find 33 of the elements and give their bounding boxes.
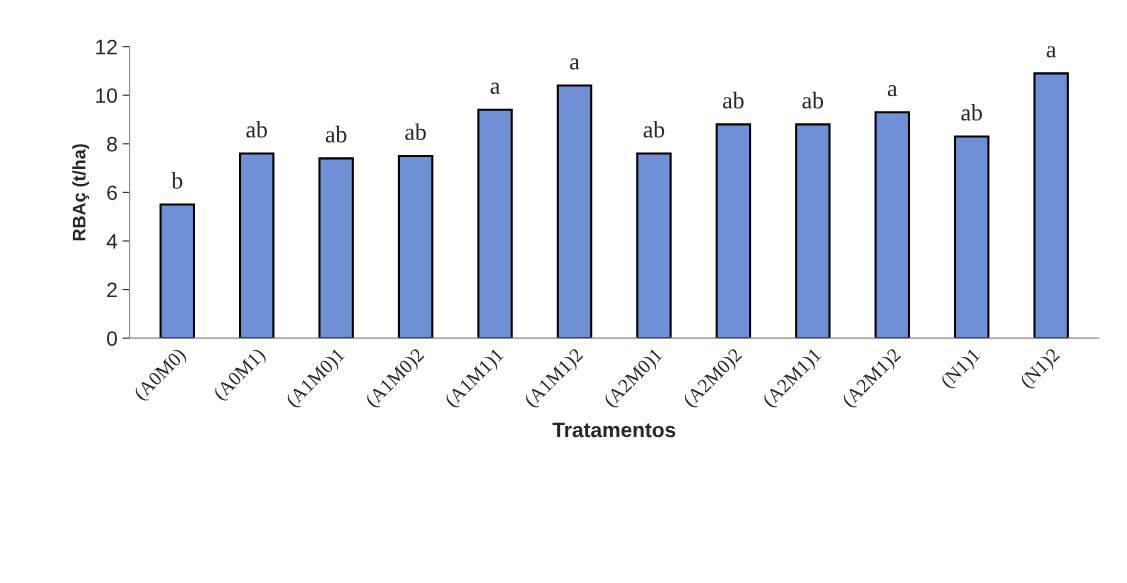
annotation: a (490, 82, 500, 94)
bar (318, 157, 354, 339)
x-axis-title: Tratamentos (552, 422, 676, 438)
bar (159, 203, 195, 339)
y-tick-label: 2 (107, 282, 117, 298)
bar (953, 135, 990, 339)
bar (1033, 72, 1069, 339)
annotation: ab (961, 104, 982, 121)
annotation: a (1046, 46, 1057, 58)
annotation: b (171, 172, 183, 189)
annotation: a (570, 58, 580, 70)
annotation: ab (405, 123, 426, 141)
y-tick-label: 0 (107, 331, 117, 346)
bar (477, 108, 513, 339)
annotation: ab (723, 91, 744, 109)
bar (238, 152, 275, 339)
annotation: ab (246, 121, 267, 138)
y-tick-label: 12 (96, 39, 117, 55)
annotation: a (887, 85, 898, 97)
bar (636, 152, 672, 339)
bar (556, 84, 593, 339)
y-tick-label: 6 (107, 185, 117, 201)
y-tick-label: 8 (107, 136, 117, 152)
bar (397, 154, 434, 339)
y-axis-title: RBAç (t/ha) (72, 144, 90, 241)
annotation: ab (325, 125, 347, 143)
y-tick-label: 10 (96, 88, 117, 103)
bar (715, 123, 752, 339)
annotation: ab (643, 121, 665, 138)
bar (874, 111, 910, 339)
annotation: ab (802, 91, 824, 109)
bar (795, 123, 831, 339)
y-tick-label: 4 (106, 234, 118, 249)
